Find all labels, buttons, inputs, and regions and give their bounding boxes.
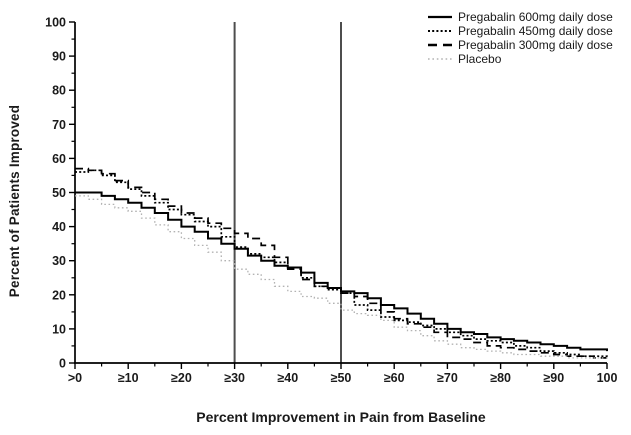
legend-line-swatch bbox=[428, 43, 452, 47]
x-axis-title: Percent Improvement in Pain from Baselin… bbox=[196, 409, 486, 425]
y-tick-label: 10 bbox=[52, 322, 66, 336]
y-tick-label: 60 bbox=[52, 152, 66, 166]
legend-line-swatch bbox=[428, 15, 452, 19]
x-tick-label: 100 bbox=[597, 371, 618, 385]
legend-label: Placebo bbox=[458, 52, 502, 66]
y-tick-label: 90 bbox=[52, 50, 66, 64]
legend: Pregabalin 600mg daily dose Pregabalin 45… bbox=[427, 11, 613, 65]
series-line-pregabalin-300mg-daily-dose bbox=[75, 167, 607, 359]
series-line-pregabalin-600mg-daily-dose bbox=[75, 191, 608, 352]
legend-item-pregabalin-450mg-daily-dose: Pregabalin 450mg daily dose bbox=[427, 25, 613, 37]
y-tick-label: 40 bbox=[52, 220, 66, 234]
x-tick-label: ≥40 bbox=[277, 371, 298, 385]
legend-item-placebo: Placebo bbox=[427, 53, 613, 65]
y-tick-label: 0 bbox=[59, 357, 66, 371]
x-tick-label: ≥50 bbox=[331, 371, 352, 385]
y-axis-title: Percent of Patients Improved bbox=[7, 104, 22, 298]
y-axis-ticks: 0 10 20 30 40 50 60 70 80 90 100 bbox=[45, 16, 75, 371]
legend-item-pregabalin-300mg-daily-dose: Pregabalin 300mg daily dose bbox=[427, 39, 613, 51]
x-tick-label: >0 bbox=[68, 371, 82, 385]
x-tick-label: ≥30 bbox=[224, 371, 245, 385]
x-tick-label: ≥90 bbox=[543, 371, 564, 385]
legend-label: Pregabalin 450mg daily dose bbox=[458, 24, 613, 38]
y-tick-label: 80 bbox=[52, 84, 66, 98]
legend-item-pregabalin-600mg-daily-dose: Pregabalin 600mg daily dose bbox=[427, 11, 613, 23]
legend-label: Pregabalin 600mg daily dose bbox=[458, 10, 613, 24]
y-tick-label: 50 bbox=[52, 186, 66, 200]
x-tick-label: ≥70 bbox=[437, 371, 458, 385]
x-tick-label: ≥80 bbox=[490, 371, 511, 385]
x-tick-label: ≥10 bbox=[118, 371, 139, 385]
x-tick-label: ≥20 bbox=[171, 371, 192, 385]
y-tick-label: 30 bbox=[52, 254, 66, 268]
series-line-placebo bbox=[75, 195, 608, 360]
y-tick-label: 100 bbox=[45, 16, 66, 30]
y-tick-label: 20 bbox=[52, 288, 66, 302]
x-tick-label: ≥60 bbox=[384, 371, 405, 385]
legend-line-swatch bbox=[428, 58, 452, 60]
y-tick-label: 70 bbox=[52, 118, 66, 132]
legend-label: Pregabalin 300mg daily dose bbox=[458, 38, 613, 52]
x-axis-ticks: >0 ≥10 ≥20 ≥30 ≥40 ≥50 ≥60 ≥70 ≥80 ≥90 100 bbox=[68, 363, 618, 385]
legend-line-swatch bbox=[428, 30, 452, 32]
